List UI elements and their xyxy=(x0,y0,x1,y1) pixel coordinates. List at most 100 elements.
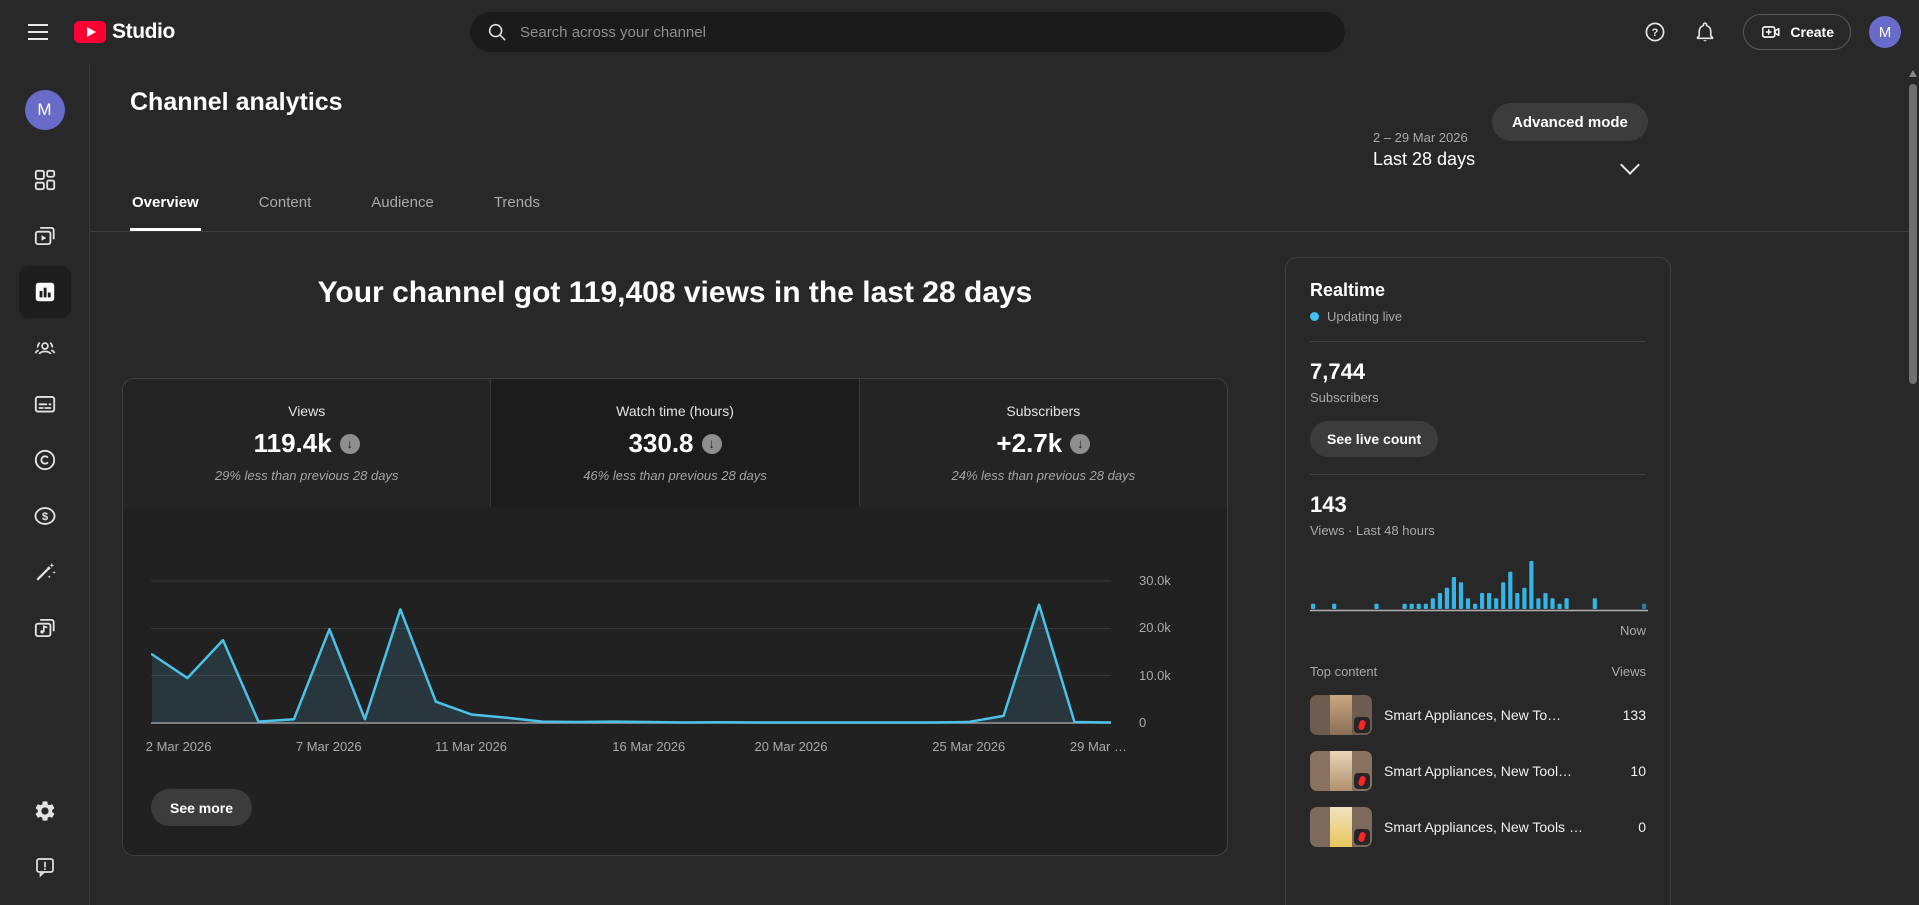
top-content-row[interactable]: Smart Appliances, New To… 133 xyxy=(1310,695,1646,735)
main-content: Channel analytics Advanced mode Overview… xyxy=(90,64,1919,905)
views-value: 119.4k xyxy=(253,428,332,458)
community-icon xyxy=(34,341,55,355)
content-icon xyxy=(34,226,55,246)
tab-audience[interactable]: Audience xyxy=(369,194,436,231)
sidebar-item-feedback[interactable] xyxy=(19,841,71,893)
date-range-picker[interactable]: 2 – 29 Mar 2026 Last 28 days xyxy=(1373,130,1673,202)
monetization-icon: $ xyxy=(34,507,55,525)
magic-wand-icon xyxy=(35,562,56,581)
y-axis-tick: 0 xyxy=(1139,715,1147,730)
advanced-mode-button[interactable]: Advanced mode xyxy=(1492,103,1648,141)
settings-gear-icon xyxy=(35,801,54,821)
youtube-play-icon xyxy=(74,21,106,43)
video-thumbnail xyxy=(1310,751,1372,791)
date-preset-text: Last 28 days xyxy=(1373,149,1476,169)
y-axis-tick: 20.0k xyxy=(1139,620,1171,636)
topbar: Studio ? Create xyxy=(0,0,1919,64)
video-thumbnail xyxy=(1310,695,1372,735)
shorts-badge-icon xyxy=(1354,773,1370,789)
analytics-icon xyxy=(35,282,54,302)
trend-down-icon: ↓ xyxy=(339,433,360,454)
channel-avatar[interactable]: M xyxy=(24,90,65,130)
divider xyxy=(1310,341,1646,342)
metric-tab-views[interactable]: Views 119.4k ↓ 29% less than previous 28… xyxy=(123,379,491,507)
x-axis-tick: 20 Mar 2026 xyxy=(754,739,828,754)
subscribers-value: +2.7k xyxy=(996,428,1063,458)
analytics-tabs: Overview Content Audience Trends xyxy=(90,168,1910,232)
sidebar-item-subtitles[interactable] xyxy=(19,378,71,430)
create-label: Create xyxy=(1790,24,1834,40)
svg-text:$: $ xyxy=(41,511,48,523)
sidebar-item-settings[interactable] xyxy=(19,785,71,837)
x-axis-tick: 16 Mar 2026 xyxy=(612,739,686,754)
subtitles-icon xyxy=(34,396,55,413)
realtime-bar-chart xyxy=(1310,561,1648,612)
realtime-panel: Realtime Updating live 7,744 Subscribers… xyxy=(1285,257,1671,905)
key-metrics-card: Views 119.4k ↓ 29% less than previous 28… xyxy=(122,378,1228,856)
trend-down-icon: ↓ xyxy=(701,433,722,454)
account-avatar[interactable]: M xyxy=(1869,16,1901,48)
views-headline: Your channel got 119,408 views in the la… xyxy=(317,276,1033,309)
top-content-row[interactable]: Smart Appliances, New Tool… 10 xyxy=(1310,751,1646,791)
views-line-chart[interactable]: 2 Mar 2026 7 Mar 2026 11 Mar 2026 16 Mar 20… xyxy=(123,507,1227,797)
svg-text:?: ? xyxy=(1652,27,1659,39)
sidebar-item-copyright[interactable] xyxy=(19,434,71,486)
now-label: Now xyxy=(1619,623,1646,638)
page-title: Channel analytics xyxy=(130,88,343,116)
tab-trends[interactable]: Trends xyxy=(492,194,542,231)
tab-content[interactable]: Content xyxy=(257,194,314,231)
search-bar[interactable] xyxy=(470,12,1345,52)
y-axis-tick: 10.0k xyxy=(1139,667,1171,683)
bell-icon xyxy=(1697,22,1714,42)
sidebar-item-audio-library[interactable] xyxy=(19,602,71,654)
sidebar-item-community[interactable] xyxy=(19,322,71,374)
realtime-title: Realtime xyxy=(1310,280,1386,300)
copyright-icon xyxy=(34,449,55,471)
y-axis-tick: 30.0k xyxy=(1139,573,1171,588)
live-dot-icon xyxy=(1310,312,1319,321)
sidebar-item-analytics[interactable] xyxy=(18,266,71,318)
search-icon xyxy=(488,23,506,41)
help-button[interactable]: ? xyxy=(1635,12,1675,52)
metric-tab-subscribers[interactable]: Subscribers +2.7k ↓ 24% less than previo… xyxy=(858,379,1227,507)
views-delta: 29% less than previous 28 days xyxy=(214,468,399,483)
search-input[interactable] xyxy=(520,23,1329,41)
metric-tab-watch-time[interactable]: Watch time (hours) 330.8 ↓ 46% less than… xyxy=(490,379,859,507)
x-axis-tick: 29 Mar … xyxy=(1069,739,1127,754)
notifications-button[interactable] xyxy=(1685,12,1725,52)
realtime-subscribers-label: Subscribers xyxy=(1310,390,1379,405)
sidebar-item-monetization[interactable]: $ xyxy=(19,490,71,542)
menu-button[interactable] xyxy=(14,8,62,56)
sidebar-item-customization[interactable] xyxy=(19,546,71,598)
watch-time-delta: 46% less than previous 28 days xyxy=(583,468,767,483)
updating-live-status: Updating live xyxy=(1310,309,1646,324)
sidebar: M xyxy=(0,64,90,905)
sidebar-item-dashboard[interactable] xyxy=(19,154,71,206)
watch-time-value: 330.8 xyxy=(628,428,694,458)
x-axis-tick: 11 Mar 2026 xyxy=(434,739,508,754)
see-live-count-button[interactable]: See live count xyxy=(1310,421,1439,457)
create-video-icon xyxy=(1762,26,1780,38)
audio-library-icon xyxy=(34,618,55,638)
top-content-header: Top content Views xyxy=(1310,664,1646,679)
create-button[interactable]: Create xyxy=(1743,14,1851,50)
feedback-icon xyxy=(35,858,54,878)
trend-down-icon: ↓ xyxy=(1070,433,1091,454)
scrollbar[interactable] xyxy=(1909,84,1917,384)
shorts-badge-icon xyxy=(1354,717,1370,733)
youtube-studio-logo[interactable]: Studio xyxy=(74,20,175,44)
divider xyxy=(1310,474,1646,475)
see-more-button[interactable]: See more xyxy=(151,789,253,826)
top-content-row[interactable]: Smart Appliances, New Tools … 0 xyxy=(1310,807,1646,847)
x-axis-tick: 2 Mar 2026 xyxy=(145,739,212,754)
scrollbar-up-arrow[interactable] xyxy=(1909,70,1917,77)
metric-tabs: Views 119.4k ↓ 29% less than previous 28… xyxy=(123,379,1227,507)
help-icon: ? xyxy=(1645,22,1665,42)
subscribers-delta: 24% less than previous 28 days xyxy=(951,468,1136,483)
sidebar-item-content[interactable] xyxy=(19,210,71,262)
tab-overview[interactable]: Overview xyxy=(130,194,201,231)
x-axis-tick: 25 Mar 2026 xyxy=(932,739,1006,754)
date-range-text: 2 – 29 Mar 2026 xyxy=(1373,130,1468,145)
logo-text: Studio xyxy=(112,20,175,43)
dashboard-icon xyxy=(34,169,55,191)
